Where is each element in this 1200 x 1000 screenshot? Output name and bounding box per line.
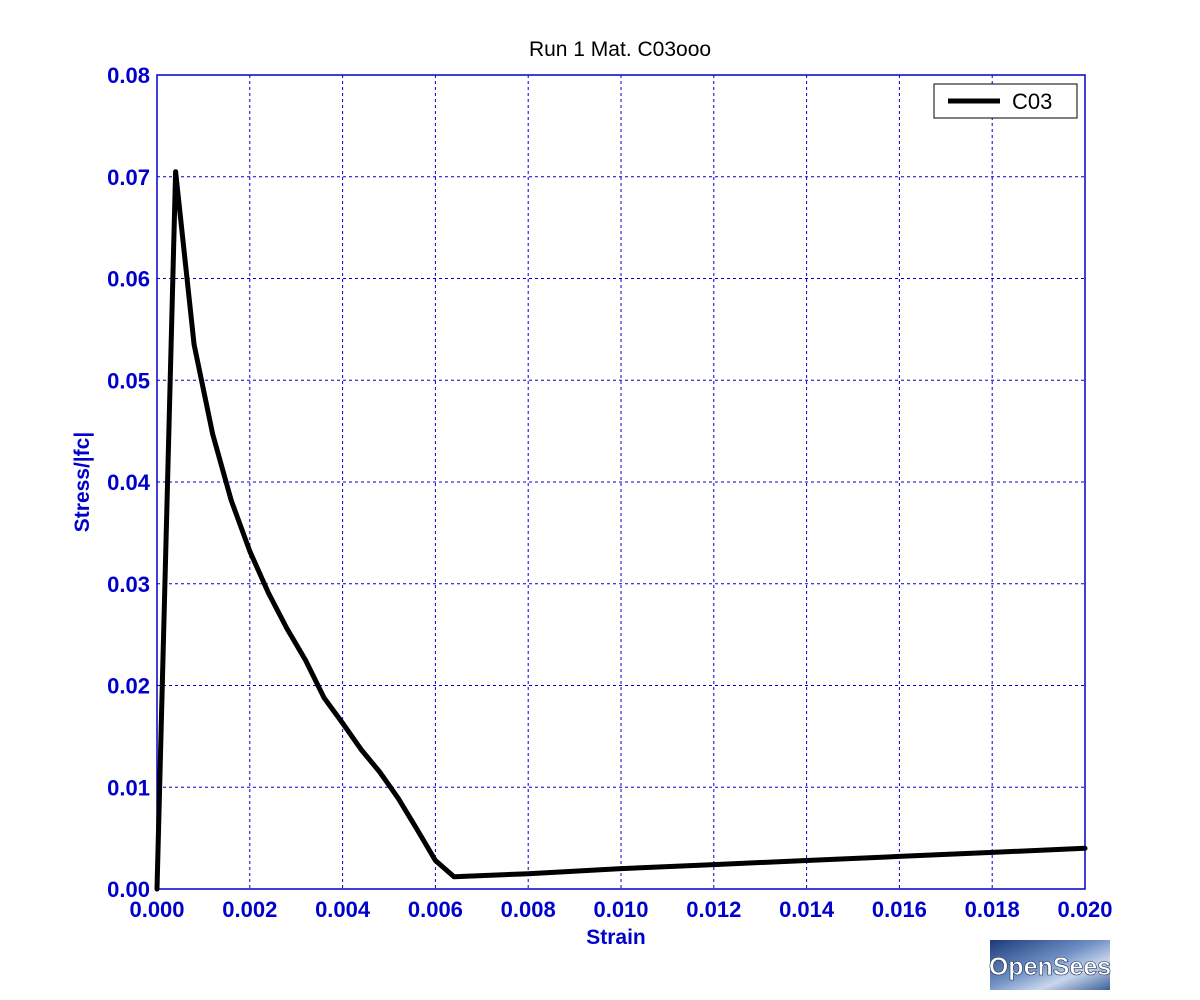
y-tick-label: 0.06 [107,267,150,292]
y-axis-label: Stress/|fc| [71,432,94,532]
x-tick-labels: 0.000 0.002 0.004 0.006 0.008 0.010 0.012 0.014… [129,897,1112,922]
y-tick-label: 0.01 [107,775,150,800]
opensees-logo: OpenSees [989,940,1111,990]
y-tick-labels: 0.00 0.01 0.02 0.03 0.04 0.05 0.06 0.07 0.08 [107,63,151,902]
y-tick-label: 0.08 [107,63,150,88]
x-tick-label: 0.008 [501,897,556,922]
x-tick-label: 0.018 [965,897,1020,922]
legend: C03 [933,83,1078,119]
legend-label: C03 [1012,89,1052,114]
y-tick-label: 0.04 [107,470,151,495]
x-tick-label: 0.010 [593,897,648,922]
x-tick-label: 0.016 [872,897,927,922]
grid [157,75,1085,889]
x-tick-label: 0.020 [1057,897,1112,922]
x-tick-label: 0.012 [686,897,741,922]
plot-frame [156,74,1086,890]
x-tick-label: 0.004 [315,897,371,922]
y-tick-label: 0.03 [107,572,150,597]
y-tick-label: 0.05 [107,368,150,393]
svg-text:OpenSees: OpenSees [989,953,1111,981]
x-tick-label: 0.006 [408,897,463,922]
y-tick-label: 0.02 [107,674,150,699]
chart-title: Run 1 Mat. C03ooo [529,38,711,61]
x-tick-label: 0.014 [779,897,835,922]
x-axis-label: Strain [586,926,646,949]
x-tick-label: 0.000 [129,897,184,922]
y-tick-label: 0.00 [107,877,150,902]
x-tick-label: 0.002 [222,897,277,922]
series-layer [154,169,1088,892]
y-tick-label: 0.07 [107,165,150,190]
series-line-c03 [154,169,1088,892]
